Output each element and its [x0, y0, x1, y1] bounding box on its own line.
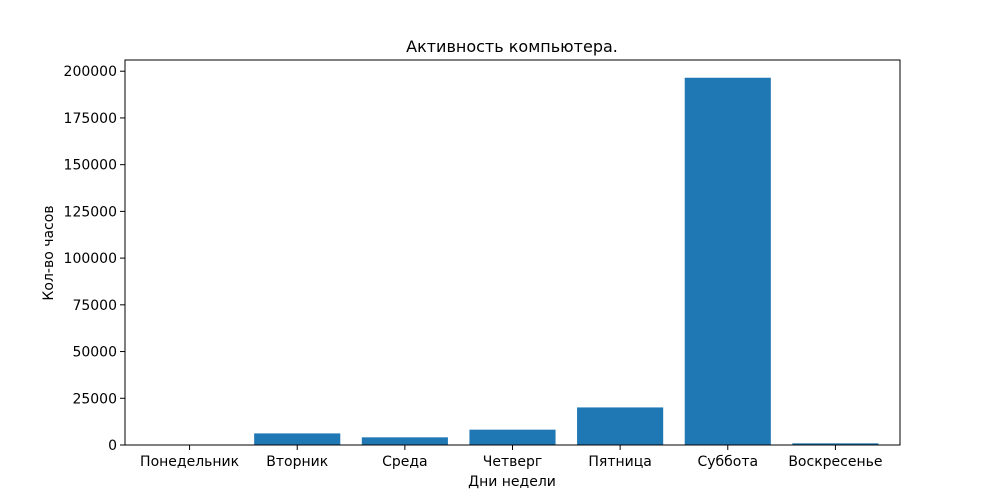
- y-axis: 0 25000 50000 75000 100000 125000 150000 175000…: [64, 64, 125, 454]
- bar-3: [361, 437, 448, 445]
- y-tick-label: 75000: [72, 298, 117, 314]
- y-tick-label: 100000: [64, 251, 117, 267]
- bar-4: [469, 429, 556, 445]
- x-tick-label: Четверг: [483, 454, 542, 470]
- x-axis-label: Дни недели: [468, 474, 556, 490]
- bar-2: [254, 433, 341, 445]
- x-tick-label: Пятница: [588, 454, 651, 470]
- y-axis-label: Кол-во часов: [41, 205, 57, 300]
- plot-frame: [124, 59, 901, 446]
- bar-6: [684, 77, 771, 445]
- bars-layer: [254, 77, 879, 445]
- y-tick-label: 125000: [64, 204, 117, 220]
- x-tick-label: Вторник: [266, 454, 328, 470]
- x-tick-label: Суббота: [697, 454, 758, 470]
- y-tick-label: 25000: [72, 391, 117, 407]
- x-axis: Понедельник Вторник Среда Четверг Пятница Суб…: [140, 445, 882, 470]
- chart-title: Активность компьютера.: [406, 37, 618, 56]
- y-tick-label: 175000: [64, 111, 117, 127]
- x-tick-label: Воскресенье: [788, 454, 882, 470]
- y-tick-label: 200000: [64, 64, 117, 80]
- y-tick-label: 50000: [72, 345, 117, 361]
- x-tick-label: Понедельник: [140, 454, 239, 470]
- y-tick-label: 0: [108, 438, 117, 454]
- x-tick-label: Среда: [382, 454, 428, 470]
- y-tick-label: 150000: [64, 158, 117, 174]
- bar-7: [792, 443, 879, 445]
- bar-5: [577, 407, 664, 445]
